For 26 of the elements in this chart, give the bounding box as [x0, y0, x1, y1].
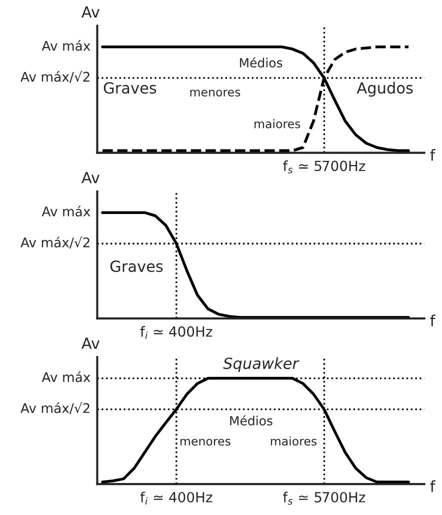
- y-axis-title: Av: [82, 6, 100, 18]
- text: Av máx: [42, 40, 90, 51]
- text: Av máx/√2: [20, 402, 90, 414]
- y-axis-title: Av: [82, 172, 100, 184]
- text: f$_{s}$ ≃ 5700Hz: [283, 492, 366, 505]
- text: Av máx/√2: [20, 70, 90, 83]
- text: f$_{i}$ ≃ 400Hz: [140, 492, 212, 505]
- y-axis-title: Av: [82, 338, 100, 349]
- annotation: Agudos: [356, 82, 413, 97]
- text: Av máx/√2: [20, 236, 90, 248]
- annotation: menores: [180, 438, 230, 446]
- annotation: maiores: [270, 436, 317, 446]
- x-axis-title: f: [430, 480, 436, 492]
- text: f$_{i}$ ≃ 400Hz: [140, 326, 212, 339]
- text: f$_{s}$ ≃ 5700Hz: [283, 160, 366, 174]
- text: Av máx: [42, 371, 90, 382]
- text: Squawker: [223, 357, 300, 372]
- annotation: Médios: [240, 57, 282, 68]
- annotation: Médios: [230, 415, 272, 426]
- annotation: Graves: [110, 260, 163, 272]
- annotation: maiores: [254, 119, 300, 128]
- annotation: Graves: [104, 82, 156, 94]
- text: Av máx: [42, 206, 90, 216]
- annotation: menores: [190, 90, 240, 97]
- x-axis-title: f: [430, 314, 436, 326]
- x-axis-title: f: [430, 148, 436, 161]
